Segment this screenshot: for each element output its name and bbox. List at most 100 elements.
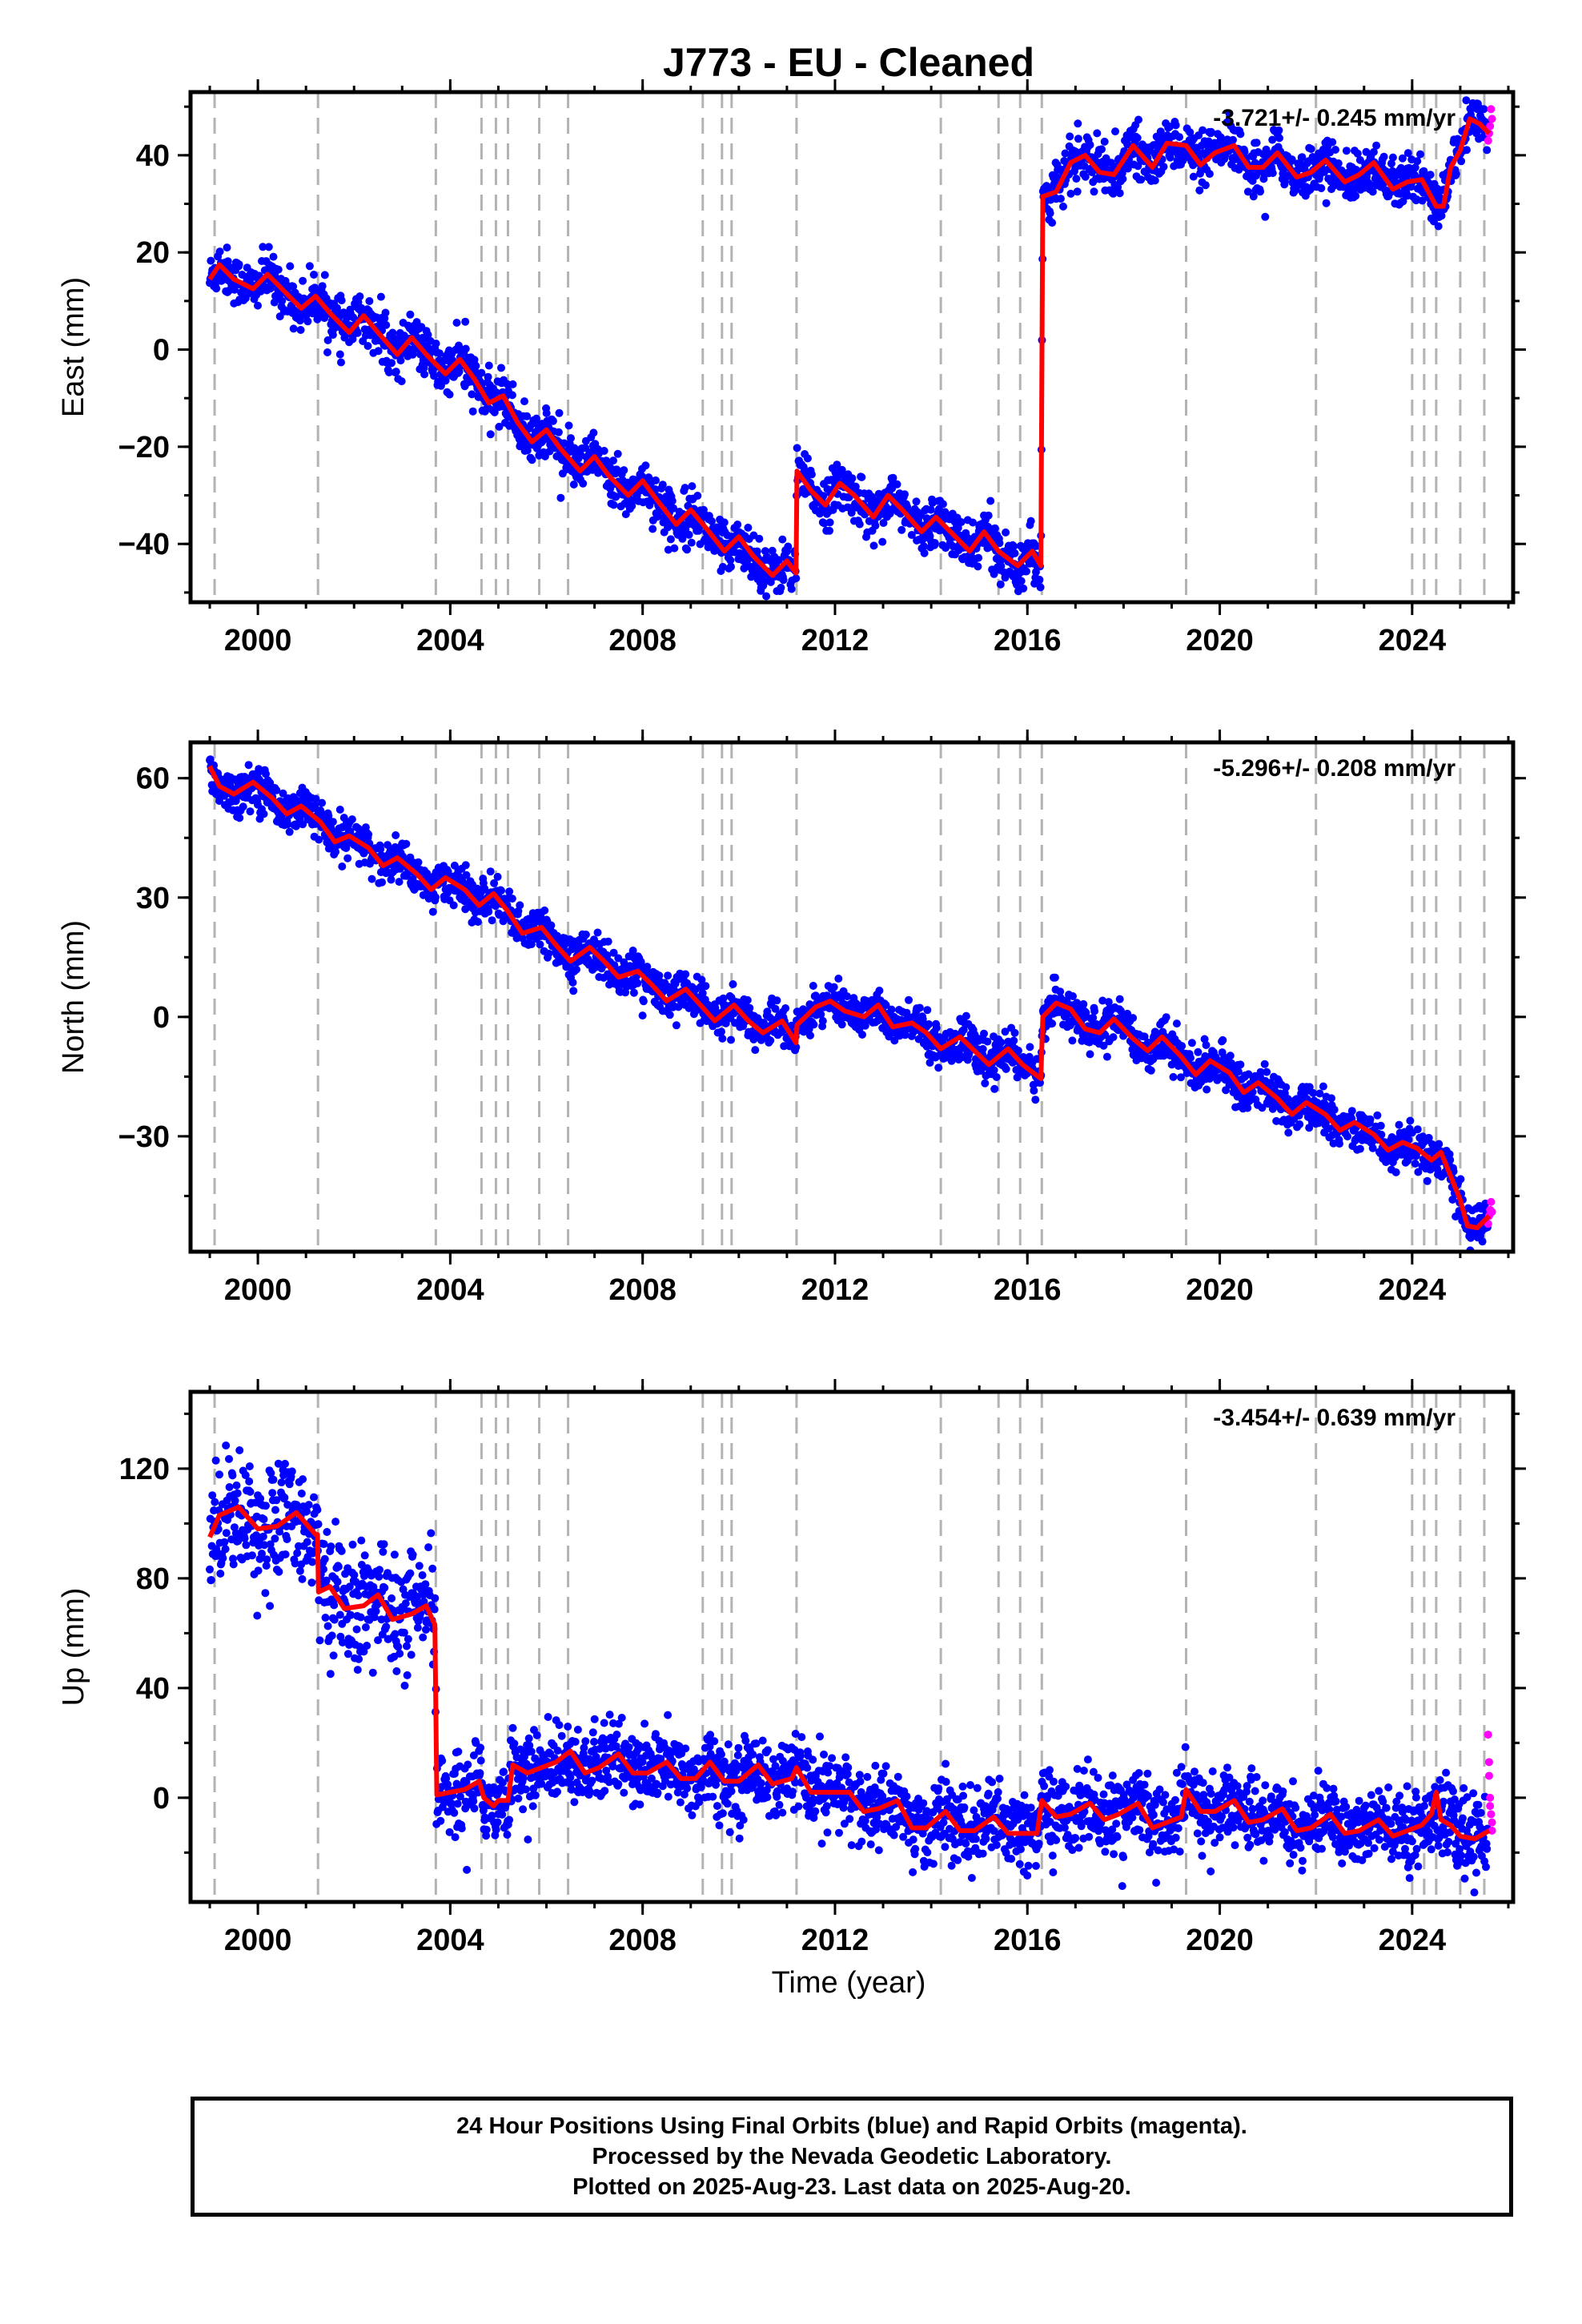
east-point-2251 xyxy=(1342,147,1351,155)
east-point-234 xyxy=(323,336,332,344)
east-point-105 xyxy=(259,243,267,251)
north-point-1189 xyxy=(806,1031,814,1039)
east-point-920 xyxy=(670,544,679,553)
east-point-553 xyxy=(484,361,493,370)
north-point-556 xyxy=(486,867,495,876)
east-point-808 xyxy=(613,449,622,458)
east-point-527 xyxy=(472,361,480,370)
north-point-982 xyxy=(701,982,710,991)
east-point-126 xyxy=(269,252,278,261)
east-point-1839 xyxy=(1134,115,1142,124)
east-point-954 xyxy=(687,538,696,547)
east-point-2433 xyxy=(1434,222,1443,231)
north-point-1110 xyxy=(766,1036,775,1045)
north-point-1789 xyxy=(1109,1033,1118,1042)
east-ytick-label-3: 20 xyxy=(136,236,170,270)
north-point-413 xyxy=(414,858,423,866)
north-point-2041 xyxy=(1236,1060,1245,1069)
east-point-1636 xyxy=(1032,568,1040,577)
east-point-1399 xyxy=(912,497,921,506)
east-point-2163 xyxy=(1298,153,1307,162)
north-point-1252 xyxy=(837,1020,846,1029)
east-point-667 xyxy=(542,409,551,417)
east-xtick-label-0: 2000 xyxy=(224,624,292,657)
north-point-1439 xyxy=(932,1023,941,1032)
north-point-847 xyxy=(633,979,642,987)
east-point-1838 xyxy=(1134,162,1142,171)
north-point-483 xyxy=(449,901,458,910)
east-point-1920 xyxy=(1175,133,1184,142)
north-point-1684 xyxy=(1056,987,1065,996)
north-point-563 xyxy=(490,879,499,887)
east-point-2325 xyxy=(1379,152,1388,161)
north-point-1406 xyxy=(915,1003,924,1012)
north-point-77 xyxy=(244,761,253,770)
north-point-1802 xyxy=(1115,995,1124,1003)
east-point-128 xyxy=(270,298,279,307)
east-point-166 xyxy=(289,324,298,333)
east-point-524 xyxy=(470,356,479,364)
north-point-1611 xyxy=(1019,1053,1028,1061)
east-point-1972 xyxy=(1201,181,1210,190)
north-point-2253 xyxy=(1343,1132,1352,1141)
east-point-507 xyxy=(461,344,470,353)
east-point-397 xyxy=(406,310,415,319)
east-point-362 xyxy=(388,328,397,337)
east-point-1390 xyxy=(907,531,916,539)
east-point-1192 xyxy=(807,470,816,479)
north-point-663 xyxy=(540,906,549,915)
north-point-1326 xyxy=(875,987,884,995)
north-point-2093 xyxy=(1263,1068,1271,1076)
north-point-107 xyxy=(259,810,268,818)
east-point-297 xyxy=(355,292,364,301)
east-point-444 xyxy=(430,372,439,380)
east-point-638 xyxy=(528,456,536,464)
east-ytick-label-4: 40 xyxy=(136,139,170,173)
east-point-1751 xyxy=(1090,187,1098,196)
north-point-2185 xyxy=(1309,1088,1318,1097)
north-point-654 xyxy=(536,940,544,949)
east-point-2303 xyxy=(1368,187,1377,196)
north-point-857 xyxy=(638,1011,647,1020)
north-point-1245 xyxy=(834,975,843,983)
east-point-2073 xyxy=(1252,139,1261,147)
north-point-942 xyxy=(681,970,690,979)
north-point-890 xyxy=(655,971,664,980)
east-point-467 xyxy=(441,376,450,385)
north-point-570 xyxy=(493,872,502,881)
east-point-820 xyxy=(620,466,628,475)
north-point-671 xyxy=(544,949,553,958)
north-point-1017 xyxy=(719,994,728,1003)
east-point-556 xyxy=(486,430,495,439)
east-point-941 xyxy=(681,484,689,493)
east-point-1553 xyxy=(990,569,998,578)
east-point-1718 xyxy=(1073,187,1082,196)
east-point-425 xyxy=(420,370,429,379)
east-point-918 xyxy=(669,504,678,513)
east-point-143 xyxy=(278,296,287,305)
north-point-184 xyxy=(299,820,307,829)
east-point-1592 xyxy=(1010,542,1018,551)
north-point-1601 xyxy=(1014,1046,1022,1055)
north-point-2135 xyxy=(1283,1095,1292,1104)
east-point-1334 xyxy=(879,519,888,527)
east-point-1287 xyxy=(855,520,864,529)
east-point-1594 xyxy=(1010,549,1019,557)
east-point-2143 xyxy=(1287,155,1296,164)
east-point-1872 xyxy=(1150,176,1159,185)
east-point-1291 xyxy=(857,472,866,481)
north-point-1973 xyxy=(1202,1041,1211,1049)
east-point-519 xyxy=(468,390,476,399)
north-point-508 xyxy=(462,870,471,879)
east-point-369 xyxy=(391,368,400,376)
east-point-2104 xyxy=(1268,135,1277,144)
north-point-1236 xyxy=(829,983,838,991)
north-point-1262 xyxy=(843,992,852,1001)
north-point-1424 xyxy=(925,1020,934,1028)
north-point-1339 xyxy=(881,1001,890,1010)
north-point-80 xyxy=(246,807,255,816)
east-point-432 xyxy=(424,331,432,339)
east-point-1032 xyxy=(727,562,735,571)
east-point-1031 xyxy=(726,556,735,565)
